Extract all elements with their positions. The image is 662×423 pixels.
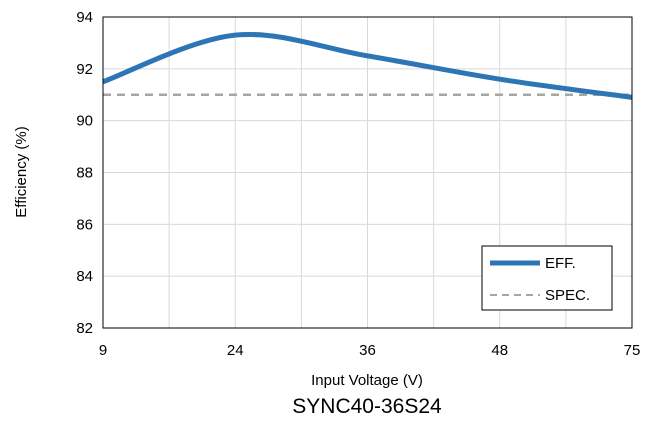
y-tick-label: 90	[76, 113, 93, 130]
legend-label-spec: SPEC.	[545, 287, 590, 304]
plot-border	[102, 16, 633, 329]
x-tick-label: 36	[359, 342, 376, 359]
x-tick-label: 9	[99, 342, 107, 359]
y-tick-label: 88	[76, 165, 93, 182]
y-tick-label: 84	[76, 268, 93, 285]
x-axis-title: Input Voltage (V)	[311, 372, 423, 389]
y-tick-label: 94	[76, 9, 93, 26]
y-tick-label: 92	[76, 61, 93, 78]
chart-caption: SYNC40-36S24	[292, 395, 442, 418]
legend-label-eff: EFF.	[545, 255, 576, 272]
y-tick-label: 82	[76, 320, 93, 337]
series-group	[102, 32, 633, 100]
legend: EFF. SPEC.	[481, 245, 613, 311]
x-tick-label: 75	[624, 342, 641, 359]
y-tick-labels: 94 92 90 88 86 84 82	[76, 9, 93, 337]
y-axis-title: Efficiency (%)	[13, 126, 30, 217]
x-tick-label: 48	[491, 342, 508, 359]
legend-box	[481, 245, 613, 311]
x-tick-labels: 9 24 36 48 75	[99, 342, 641, 359]
y-tick-label: 86	[76, 216, 93, 233]
series-line-eff	[102, 32, 633, 100]
x-tick-label: 24	[227, 342, 244, 359]
